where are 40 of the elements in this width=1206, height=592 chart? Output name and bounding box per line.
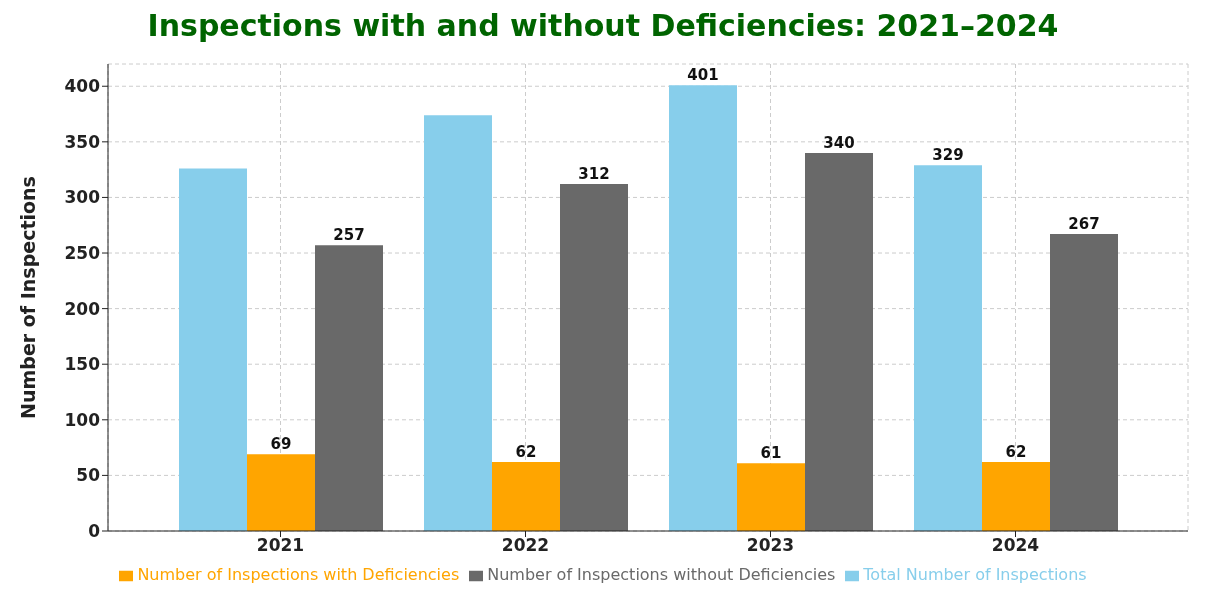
y-axis-title: Number of Inspections (16, 176, 39, 419)
bar (315, 245, 383, 531)
y-tick-label: 150 (64, 354, 101, 375)
bar (179, 168, 247, 531)
bar (805, 152, 873, 531)
legend-label: Number of Inspections with Deficiencies (137, 565, 460, 584)
data-label: 62 (515, 443, 537, 462)
legend-label: Total Number of Inspections (863, 565, 1087, 584)
x-tick-label: 2023 (746, 535, 795, 556)
data-label: 61 (760, 444, 782, 463)
bar (560, 184, 628, 531)
bar (982, 462, 1050, 531)
bar (492, 462, 560, 531)
y-tick-label: 200 (64, 298, 101, 319)
bar (737, 463, 805, 531)
y-tick-label: 350 (64, 131, 101, 152)
y-tick-label: 250 (64, 243, 101, 264)
bar (914, 165, 982, 531)
y-tick-label: 100 (64, 409, 101, 430)
data-label: 69 (270, 435, 292, 454)
data-label: 401 (687, 66, 719, 85)
x-tick-label: 2022 (501, 535, 550, 556)
data-label: 340 (823, 133, 855, 152)
y-tick-label: 400 (64, 76, 101, 97)
y-tick-label: 0 (88, 521, 101, 542)
data-label: 62 (1005, 443, 1027, 462)
data-label: 312 (578, 165, 610, 184)
y-tick-label: 300 (64, 187, 101, 208)
bar (424, 115, 492, 531)
x-tick-label: 2021 (256, 535, 305, 556)
bar (1050, 234, 1118, 531)
data-label: 257 (333, 226, 365, 245)
bar (247, 454, 315, 531)
y-tick-label: 50 (76, 465, 101, 486)
bar (669, 85, 737, 531)
x-tick-label: 2024 (991, 535, 1040, 556)
data-label: 267 (1068, 215, 1100, 234)
legend-label: Number of Inspections without Deficiencies (487, 565, 836, 584)
data-label: 329 (932, 146, 964, 165)
chart-title: Inspections with and without Deficiencies: 2021–2024 (146, 8, 1060, 44)
